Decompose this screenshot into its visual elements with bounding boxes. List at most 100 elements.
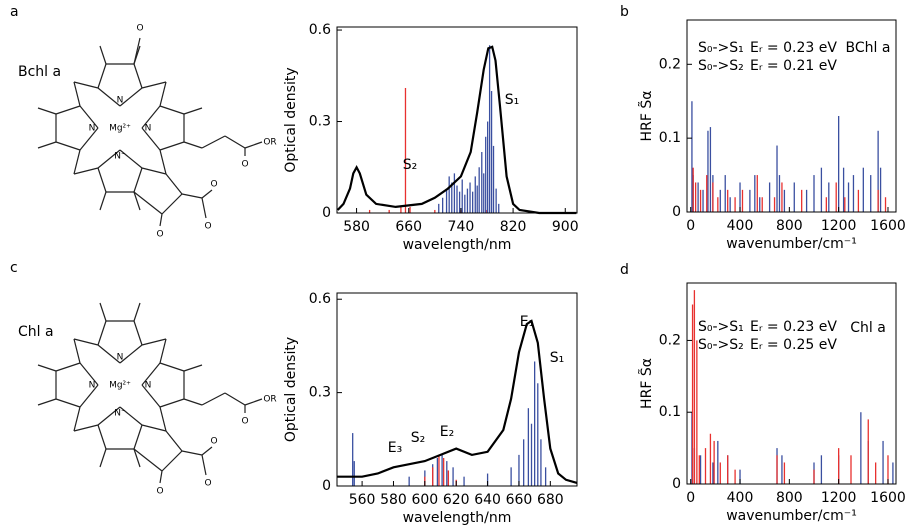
y-tick-label: 0: [672, 204, 681, 220]
bond: [73, 149, 81, 175]
plot-frame: [686, 19, 897, 213]
absorption-line: [336, 45, 577, 215]
atom-label: OR: [263, 138, 276, 148]
bond: [99, 45, 107, 65]
bond: [133, 191, 163, 215]
bond: [141, 105, 161, 129]
panel-label: b: [620, 4, 629, 20]
bond: [119, 406, 143, 426]
panel-label: c: [10, 260, 18, 276]
bond: [181, 193, 203, 199]
bond: [73, 338, 99, 346]
x-tick-label: 660: [506, 492, 533, 508]
x-tick-label: 1200: [821, 218, 857, 234]
x-axis-label: wavelength/nm: [403, 510, 512, 526]
bond: [133, 302, 141, 322]
annotation: Chl a: [850, 320, 886, 336]
bond: [97, 63, 107, 89]
bond: [97, 320, 107, 346]
plot-frame: [336, 26, 578, 214]
x-tick-label: 1600: [870, 218, 906, 234]
bond: [133, 448, 163, 472]
y-axis-label: Optical density: [283, 67, 299, 172]
bond: [183, 398, 203, 406]
bond: [159, 362, 185, 372]
bond: [201, 197, 207, 219]
bond: [159, 213, 163, 227]
legend-note: Eᵣ = 0.21 eV: [750, 58, 837, 74]
atom-label: N: [89, 381, 96, 391]
bond: [55, 141, 81, 151]
x-tick-label: 620: [443, 492, 470, 508]
atom-label: O: [241, 417, 248, 427]
x-tick-label: 400: [727, 218, 754, 234]
bond: [183, 141, 203, 149]
annotation: E₁: [520, 314, 534, 330]
plot-frame: [686, 282, 897, 485]
bond: [183, 364, 203, 372]
annotation: S₂: [411, 430, 426, 446]
bond: [97, 406, 121, 426]
bond: [159, 398, 185, 408]
bond: [79, 127, 99, 151]
bond: [159, 149, 167, 175]
legend-entry: S₀->S₁: [698, 319, 744, 335]
bond: [161, 193, 183, 215]
atom-label: O: [204, 479, 211, 489]
atom-label: N: [117, 96, 124, 106]
y-axis-label: HRF S̃α: [638, 358, 655, 409]
atom-label: N⁻: [114, 409, 126, 419]
bond: [161, 450, 183, 472]
x-tick-label: 0: [686, 218, 695, 234]
bond: [119, 149, 143, 169]
bond: [201, 446, 213, 456]
x-tick-label: 640: [474, 492, 501, 508]
bond: [141, 384, 161, 408]
molecule: [37, 302, 263, 484]
bond: [79, 384, 99, 408]
bond: [79, 105, 99, 129]
annotation: E₂: [440, 424, 454, 440]
y-tick-label: 0.1: [659, 404, 681, 420]
atom-label: O: [156, 487, 163, 497]
annotation: E₃: [388, 440, 402, 456]
x-tick-label: 900: [552, 219, 579, 235]
bond: [73, 406, 81, 432]
bond: [133, 37, 141, 65]
atom-label: Mg²⁺: [109, 124, 131, 134]
atom-label: N: [117, 353, 124, 363]
x-tick-label: 660: [395, 219, 422, 235]
bond: [37, 398, 57, 406]
x-axis-label: wavenumber/cm⁻¹: [726, 508, 857, 524]
molecule-name: Bchl a: [18, 64, 61, 80]
bond: [133, 424, 143, 450]
bond: [165, 430, 183, 452]
y-tick-label: 0.6: [309, 291, 331, 307]
bond: [133, 191, 141, 211]
bond: [244, 141, 263, 149]
bond: [201, 454, 207, 476]
bond: [201, 189, 213, 199]
bond: [73, 81, 81, 107]
bond: [55, 398, 81, 408]
bond: [37, 107, 57, 115]
bond: [119, 344, 143, 364]
bond: [224, 392, 246, 406]
bond: [133, 320, 143, 346]
panel-label: a: [10, 4, 19, 20]
panel-label: d: [620, 262, 629, 278]
plot-frame: [336, 292, 578, 487]
x-tick-label: 1200: [821, 490, 857, 506]
y-tick-label: 0.2: [659, 56, 681, 72]
y-axis-label: Optical density: [283, 337, 299, 442]
bond: [97, 149, 121, 169]
y-tick-label: 0.2: [659, 332, 681, 348]
x-axis-label: wavenumber/cm⁻¹: [726, 236, 857, 252]
y-axis-label: HRF S̃α: [638, 91, 655, 142]
bond: [133, 448, 141, 468]
y-tick-label: 0.3: [309, 385, 331, 401]
bond: [244, 398, 263, 406]
bond: [73, 167, 99, 175]
x-axis-label: wavelength/nm: [403, 237, 512, 253]
